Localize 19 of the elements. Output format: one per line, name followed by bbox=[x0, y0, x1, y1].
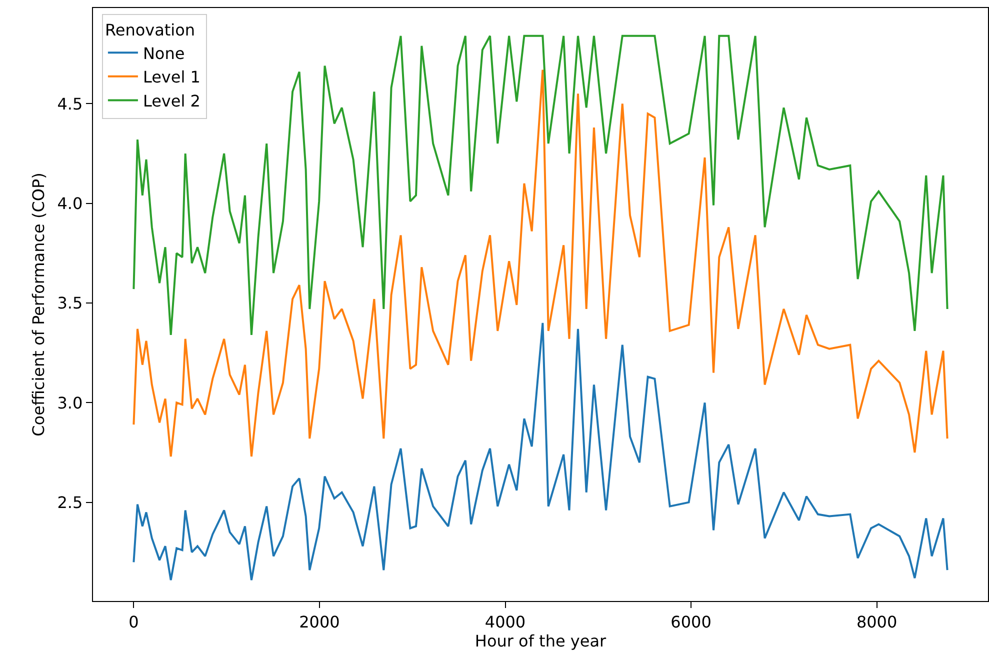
y-tick-label: 2.5 bbox=[57, 492, 83, 512]
x-axis-title: Hour of the year bbox=[474, 631, 607, 650]
y-tick-label: 3.0 bbox=[57, 393, 83, 412]
legend-label: Level 1 bbox=[142, 68, 200, 87]
legend-title: Renovation bbox=[104, 20, 196, 40]
legend-label: Level 2 bbox=[142, 91, 200, 110]
y-axis-title: Coefficient of Performance (COP) bbox=[29, 172, 48, 436]
x-tick-label: 4000 bbox=[484, 612, 526, 632]
line-series bbox=[132, 322, 948, 582]
x-tick-label: 8000 bbox=[856, 612, 898, 632]
legend-label: None bbox=[142, 44, 185, 63]
x-tick-label: 2000 bbox=[299, 612, 340, 632]
y-tick-label: 3.5 bbox=[57, 294, 83, 313]
x-tick-label: 0 bbox=[128, 612, 139, 632]
line-series bbox=[132, 68, 948, 458]
line-series bbox=[132, 34, 948, 336]
y-tick-label: 4.5 bbox=[57, 94, 83, 114]
y-tick-label: 4.0 bbox=[57, 194, 83, 213]
x-tick-label: 6000 bbox=[670, 612, 712, 632]
